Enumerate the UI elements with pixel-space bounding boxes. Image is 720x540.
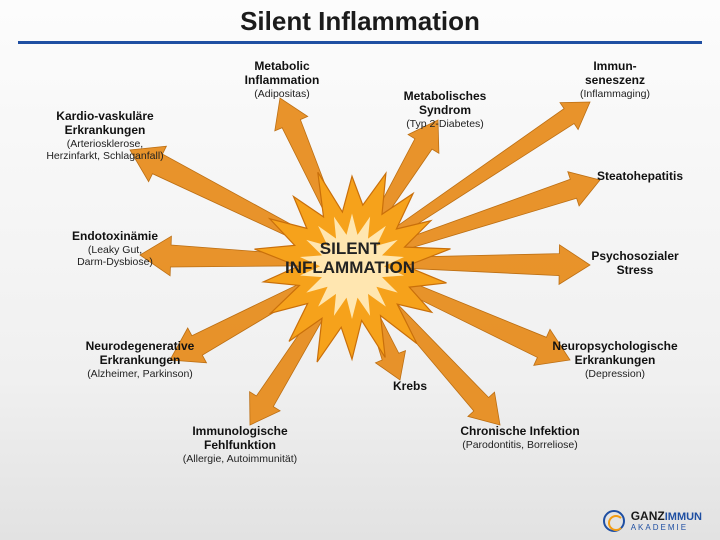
node-psychosozialer-stress: PsychosozialerStress [560, 250, 710, 278]
node-title: PsychosozialerStress [560, 250, 710, 278]
node-title: Endotoxinämie [40, 230, 190, 244]
central-label: SILENT INFLAMMATION [265, 240, 435, 277]
central-line1: SILENT [320, 239, 380, 258]
node-title: Krebs [370, 380, 450, 394]
node-title: NeurodegenerativeErkrankungen [50, 340, 230, 368]
node-title: ImmunologischeFehlfunktion [150, 425, 330, 453]
node-kardio: Kardio-vaskuläreErkrankungen(Arterioskle… [30, 110, 180, 162]
logo-suffix: IMMUN [665, 511, 702, 523]
diagram-stage: SILENT INFLAMMATION MetabolicInflammatio… [0, 40, 720, 500]
logo-icon [603, 510, 625, 532]
node-sub: (Arteriosklerose,Herzinfarkt, Schlaganfa… [30, 138, 180, 162]
node-neurodegenerative: NeurodegenerativeErkrankungen(Alzheimer,… [50, 340, 230, 380]
node-title: MetabolicInflammation [202, 60, 362, 88]
node-steatohepatitis: Steatohepatitis [570, 170, 710, 184]
node-title: MetabolischesSyndrom [370, 90, 520, 118]
central-line2: INFLAMMATION [285, 258, 415, 277]
node-metabolic-inflammation: MetabolicInflammation(Adipositas) [202, 60, 362, 100]
node-endotoxinaemie: Endotoxinämie(Leaky Gut,Darm-Dysbiose) [40, 230, 190, 268]
node-sub: (Parodontitis, Borreliose) [430, 439, 610, 451]
node-krebs: Krebs [370, 380, 450, 394]
node-title: Kardio-vaskuläreErkrankungen [30, 110, 180, 138]
node-sub: (Inflammaging) [550, 88, 680, 100]
logo-prefix: GANZ [631, 509, 665, 523]
node-immunseneszenz: Immun-seneszenz(Inflammaging) [550, 60, 680, 100]
node-sub: (Alzheimer, Parkinson) [50, 368, 230, 380]
logo-text: GANZIMMUN AKADEMIE [631, 509, 702, 532]
node-chronische-infektion: Chronische Infektion(Parodontitis, Borre… [430, 425, 610, 451]
node-sub: (Allergie, Autoimmunität) [150, 453, 330, 465]
node-title: NeuropsychologischeErkrankungen [520, 340, 710, 368]
node-sub: (Leaky Gut,Darm-Dysbiose) [40, 244, 190, 268]
node-metabolisches-syndrom: MetabolischesSyndrom(Typ 2-Diabetes) [370, 90, 520, 130]
page-title: Silent Inflammation [0, 0, 720, 41]
node-title: Chronische Infektion [430, 425, 610, 439]
node-sub: (Adipositas) [202, 88, 362, 100]
brand-logo: GANZIMMUN AKADEMIE [603, 509, 702, 532]
node-sub: (Typ 2-Diabetes) [370, 118, 520, 130]
node-title: Steatohepatitis [570, 170, 710, 184]
logo-subline: AKADEMIE [631, 523, 702, 532]
node-sub: (Depression) [520, 368, 710, 380]
node-neuropsychologische: NeuropsychologischeErkrankungen(Depressi… [520, 340, 710, 380]
node-title: Immun-seneszenz [550, 60, 680, 88]
node-immunologische: ImmunologischeFehlfunktion(Allergie, Aut… [150, 425, 330, 465]
